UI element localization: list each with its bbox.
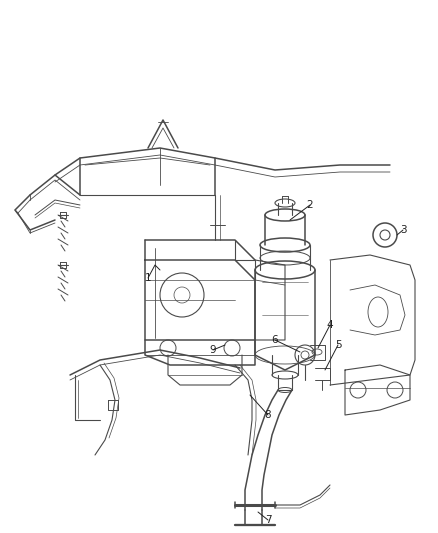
Text: 9: 9	[210, 345, 216, 355]
Text: 6: 6	[272, 335, 278, 345]
Text: 2: 2	[307, 200, 313, 210]
Text: 1: 1	[145, 273, 151, 283]
Text: 4: 4	[327, 320, 333, 330]
Text: 5: 5	[335, 340, 341, 350]
Text: 7: 7	[265, 515, 271, 525]
Text: 3: 3	[400, 225, 406, 235]
Text: 8: 8	[265, 410, 271, 420]
